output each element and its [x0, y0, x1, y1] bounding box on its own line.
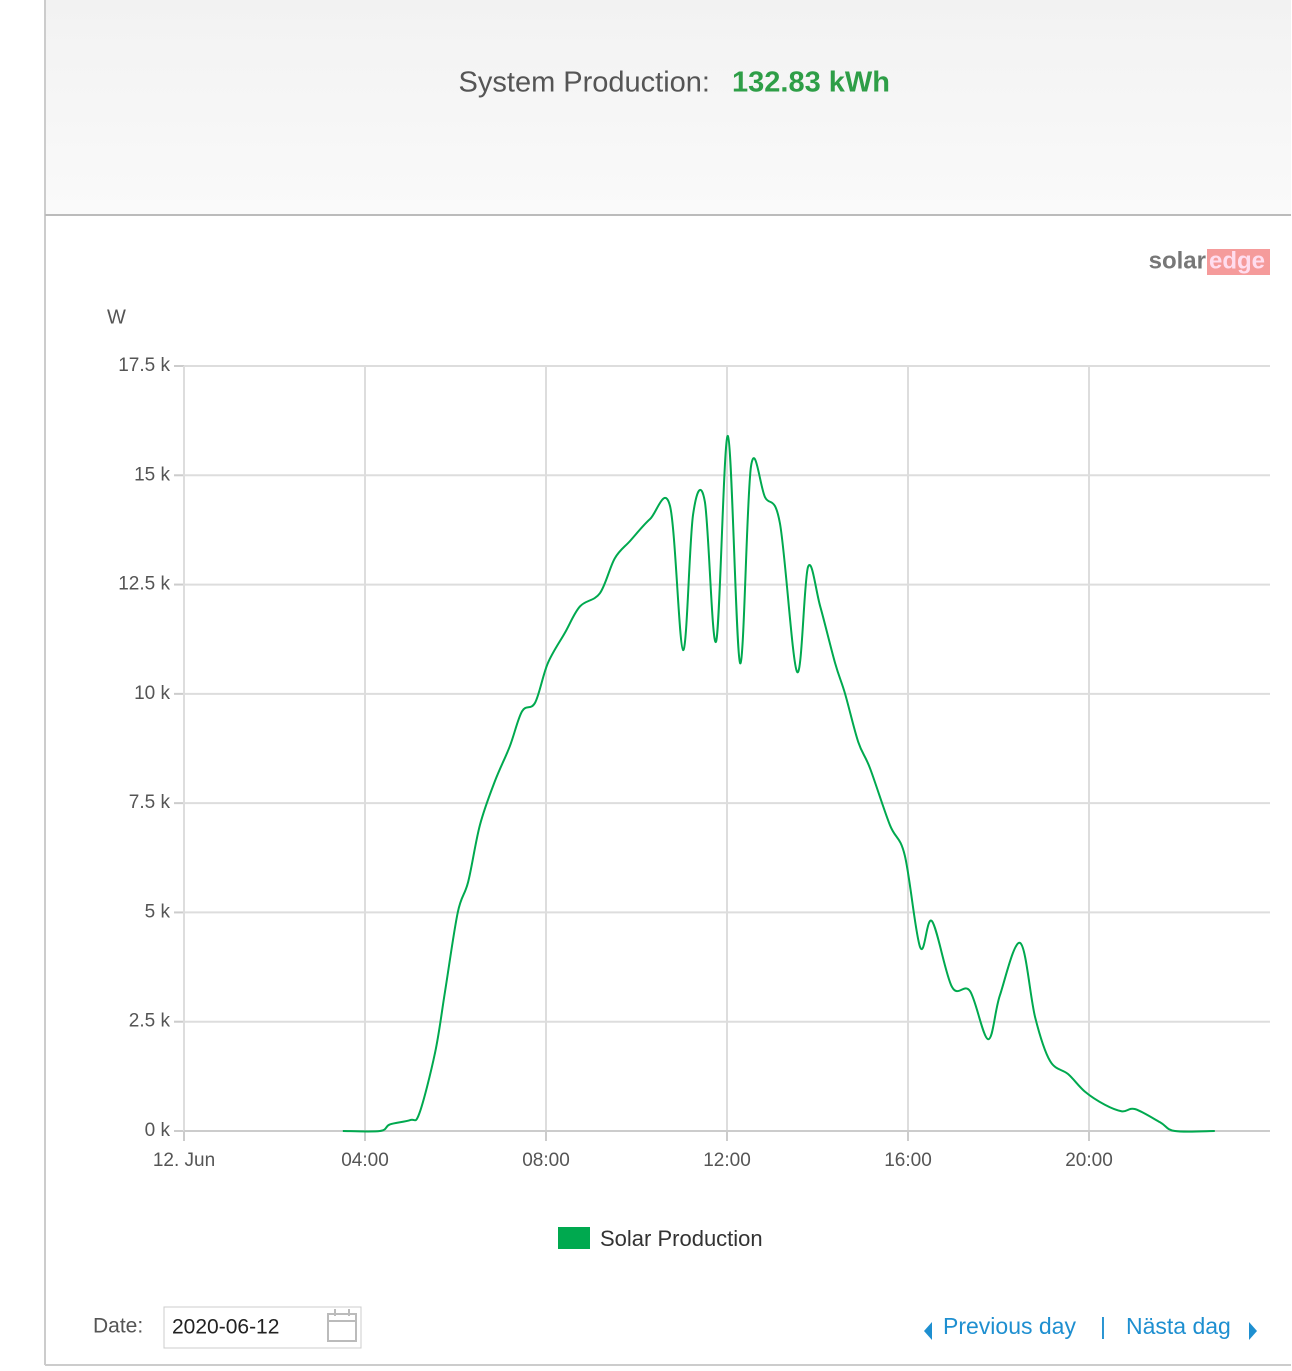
next-arrow[interactable]	[1249, 1322, 1257, 1340]
series-line	[342, 434, 1215, 1133]
x-tick-label: 04:00	[341, 1150, 389, 1171]
prev-arrow[interactable]	[924, 1322, 932, 1340]
y-tick-label: 17.5 k	[118, 355, 170, 376]
logo-right: edge	[1209, 247, 1265, 274]
header-label: System Production:	[459, 67, 710, 99]
y-tick-label: 7.5 k	[129, 792, 171, 813]
x-tick-label: 12:00	[703, 1150, 751, 1171]
y-tick-label: 10 k	[134, 683, 170, 704]
header-bg	[45, 0, 1291, 215]
y-tick-label: 15 k	[134, 464, 170, 485]
legend-swatch	[558, 1227, 590, 1249]
logo-left: solar	[1149, 247, 1206, 274]
y-tick-label: 12.5 k	[118, 574, 170, 595]
x-tick-label: 08:00	[522, 1150, 570, 1171]
legend-label[interactable]: Solar Production	[600, 1226, 763, 1251]
logo-box	[1207, 249, 1270, 275]
calendar-icon[interactable]	[327, 1309, 357, 1342]
next-day[interactable]: Nästa dag	[1126, 1313, 1231, 1339]
x-tick-label: 20:00	[1065, 1150, 1113, 1171]
x-tick-label: 12. Jun	[153, 1150, 215, 1171]
y-tick-label: 0 k	[145, 1120, 171, 1141]
x-tick-label: 16:00	[884, 1150, 932, 1171]
previous-day[interactable]: Previous day	[943, 1313, 1076, 1339]
y-axis-label: W	[107, 306, 126, 328]
header-value: 132.83 kWh	[732, 67, 890, 99]
y-tick-label: 2.5 k	[129, 1011, 171, 1032]
date-value: 2020-06-12	[172, 1316, 279, 1339]
plot: 0 k 2.5 k 5 k 7.5 k 10 k 12.5 k 15 k 17.5 k 12. …	[118, 355, 1270, 1171]
y-tick-label: 5 k	[145, 901, 171, 922]
separator: |	[1100, 1313, 1106, 1339]
date-label: Date:	[93, 1315, 143, 1338]
